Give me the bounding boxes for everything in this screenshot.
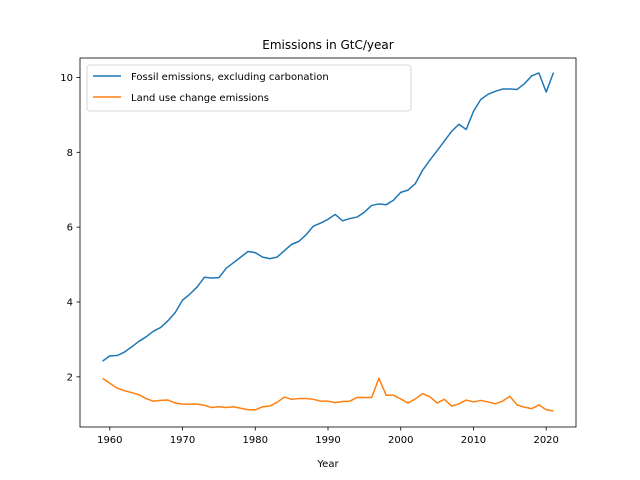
x-tick-label: 1960: [97, 435, 122, 446]
y-tick-label: 4: [67, 298, 73, 309]
y-tick-label: 6: [67, 223, 73, 234]
y-tick-label: 2: [67, 372, 73, 383]
plot-area: [102, 72, 555, 412]
x-axis-label: Year: [316, 459, 339, 470]
x-tick-label: 1970: [170, 435, 195, 446]
x-tick-label: 1990: [315, 435, 340, 446]
x-tick-label: 2010: [461, 435, 486, 446]
chart-title: Emissions in GtC/year: [262, 38, 393, 52]
y-axis: 2 4 6 8 10: [60, 73, 80, 383]
x-tick-label: 2000: [388, 435, 413, 446]
legend-box: [86, 64, 412, 112]
legend: Fossil emissions, excluding carbonation …: [86, 64, 412, 112]
series-line-fossil: [102, 72, 555, 362]
series-line-land-use: [102, 377, 554, 412]
x-tick-label: 1980: [243, 435, 268, 446]
x-tick-label: 2020: [533, 435, 558, 446]
legend-label-land-use: Land use change emissions: [131, 93, 269, 104]
x-axis: 1960 1970 1980 1990 2000 2010 2020: [97, 427, 559, 446]
y-tick-label: 10: [60, 73, 73, 84]
y-tick-label: 8: [67, 148, 73, 159]
legend-label-fossil: Fossil emissions, excluding carbonation: [131, 72, 329, 83]
